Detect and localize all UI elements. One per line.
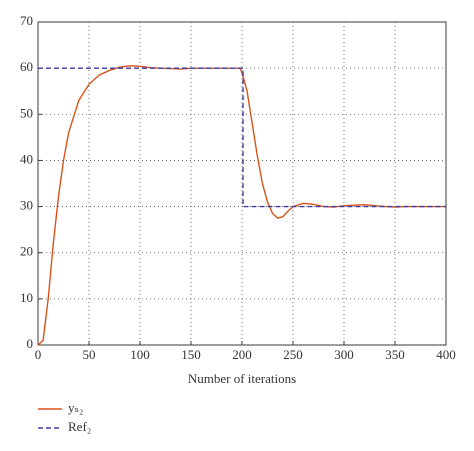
x-tick-label: 100: [130, 347, 150, 362]
x-axis-label: Number of iterations: [188, 371, 296, 386]
y-tick-label: 30: [20, 198, 33, 213]
y-tick-label: 60: [20, 59, 33, 74]
x-tick-label: 400: [436, 347, 456, 362]
x-tick-label: 0: [35, 347, 42, 362]
legend-label: yₛ₂: [68, 400, 83, 415]
legend-label: Ref₂: [68, 419, 91, 434]
x-tick-label: 300: [334, 347, 354, 362]
series-line: [38, 67, 446, 208]
x-tick-label: 350: [385, 347, 405, 362]
x-tick-label: 50: [83, 347, 96, 362]
y-tick-label: 50: [20, 105, 33, 120]
y-tick-label: 40: [20, 151, 33, 166]
x-tick-label: 250: [283, 347, 303, 362]
y-tick-label: 0: [27, 336, 34, 351]
x-tick-label: 150: [181, 347, 201, 362]
y-tick-label: 10: [20, 290, 33, 305]
y-tick-label: 70: [20, 13, 33, 28]
series-line: [37, 65, 446, 346]
x-tick-label: 200: [232, 347, 252, 362]
y-tick-label: 20: [20, 244, 33, 259]
